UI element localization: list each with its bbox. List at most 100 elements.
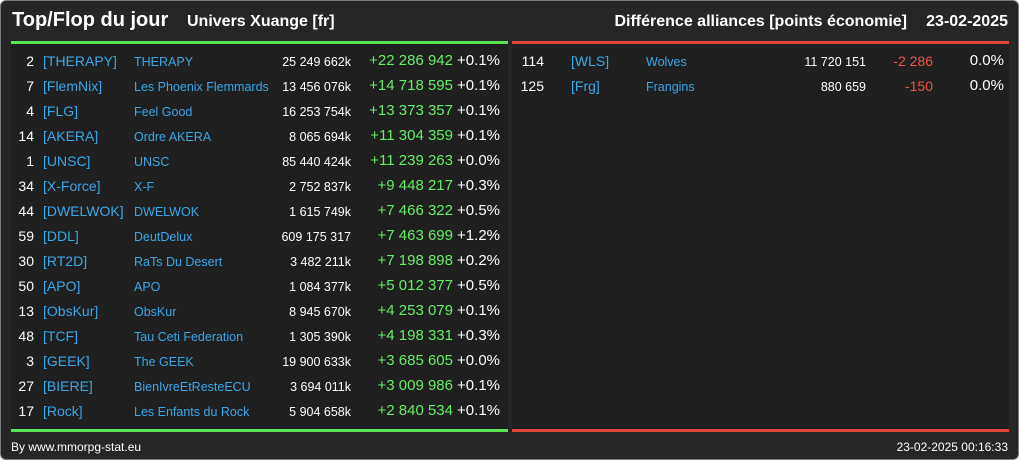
points-cell: 3 694 011k (290, 380, 351, 394)
percent-cell: +0.5% (457, 202, 500, 219)
percent-cell: 0.0% (969, 77, 1004, 94)
alliance-tag-link[interactable]: [APO] (43, 278, 81, 294)
rank-cell: 114 (521, 53, 544, 69)
table-row: 27 [BIERE] BienIvreEtResteECU 3 694 011k +3 … (11, 374, 508, 399)
percent-cell: +1.2% (457, 227, 500, 244)
universe-subtitle: Univers Xuange [fr] (187, 13, 335, 30)
alliance-tag-link[interactable]: [X-Force] (43, 178, 101, 194)
alliance-tag-link[interactable]: [WLS] (571, 53, 610, 69)
alliance-tag-link[interactable]: [FLG] (43, 103, 79, 119)
alliance-name-link[interactable]: Ordre AKERA (134, 130, 212, 144)
alliance-tag-link[interactable]: [FlemNix] (43, 78, 103, 94)
difference-cell: +4 198 331 (377, 327, 454, 344)
alliance-tag-link[interactable]: [ObsKur] (43, 303, 99, 319)
flop-panel: 114 [WLS] Wolves 11 720 151 -2 286 0.0% 125 [Fr… (512, 41, 1009, 432)
top-panel-bottom-bar (11, 429, 508, 432)
difference-cell: +9 448 217 (377, 177, 454, 194)
alliance-name-link[interactable]: Feel Good (134, 105, 193, 119)
alliance-name-link[interactable]: Frangins (646, 80, 695, 94)
rank-cell: 1 (26, 153, 34, 169)
rank-cell: 17 (18, 403, 34, 419)
difference-cell: +7 198 898 (377, 252, 454, 269)
alliance-name-link[interactable]: APO (134, 280, 161, 294)
difference-cell: +13 373 357 (369, 102, 453, 119)
rank-cell: 14 (18, 128, 34, 144)
alliance-name-link[interactable]: UNSC (134, 155, 170, 169)
rank-cell: 34 (18, 178, 34, 194)
difference-cell: +3 685 605 (377, 352, 454, 369)
difference-cell: +2 840 534 (377, 402, 454, 419)
percent-cell: +0.3% (457, 177, 500, 194)
difference-cell: +7 463 699 (377, 227, 454, 244)
alliance-name-link[interactable]: Les Phoenix Flemmards (134, 80, 269, 94)
rank-cell: 59 (18, 228, 34, 244)
alliance-name-link[interactable]: Les Enfants du Rock (134, 405, 250, 419)
rank-cell: 44 (18, 203, 34, 219)
alliance-tag-link[interactable]: [BIERE] (43, 378, 93, 394)
report-date: 23-02-2025 (926, 13, 1008, 30)
alliance-tag-link[interactable]: [AKERA] (43, 128, 99, 144)
alliance-name-link[interactable]: ObsKur (134, 305, 177, 319)
alliance-name-link[interactable]: The GEEK (134, 355, 194, 369)
percent-cell: +0.1% (457, 52, 500, 69)
footer-source[interactable]: By www.mmorpg-stat.eu (11, 440, 142, 454)
percent-cell: +0.3% (457, 327, 500, 344)
points-cell: 1 615 749k (289, 205, 351, 219)
alliance-name-link[interactable]: DeutDelux (134, 230, 193, 244)
points-cell: 5 904 658k (289, 405, 351, 419)
points-cell: 13 456 076k (282, 80, 351, 94)
table-row: 30 [RT2D] RaTs Du Desert 3 482 211k +7 198 8… (11, 249, 508, 274)
percent-cell: +0.1% (457, 377, 500, 394)
alliance-tag-link[interactable]: [DWELWOK] (43, 203, 124, 219)
difference-cell: +11 304 359 (370, 127, 453, 144)
percent-cell: +0.1% (457, 77, 500, 94)
flop-panel-top-bar (512, 41, 1009, 44)
table-row: 3 [GEEK] The GEEK 19 900 633k +3 685 605 +0.0… (11, 349, 508, 374)
points-cell: 11 720 151 (804, 55, 866, 69)
points-cell: 19 900 633k (282, 355, 351, 369)
table-row: 125 [Frg] Frangins 880 659 -150 0.0% (512, 74, 1009, 99)
rank-cell: 50 (18, 278, 34, 294)
top-panel-top-bar (11, 41, 508, 44)
difference-cell: +4 253 079 (377, 302, 454, 319)
points-cell: 880 659 (820, 80, 866, 94)
table-row: 13 [ObsKur] ObsKur 8 945 670k +4 253 079 +0.1… (11, 299, 508, 324)
points-cell: 8 065 694k (289, 130, 351, 144)
alliance-name-link[interactable]: X-F (134, 180, 155, 194)
alliance-tag-link[interactable]: [RT2D] (43, 253, 88, 269)
ranking-type-title: Différence alliances [points économie] (614, 13, 907, 30)
alliance-tag-link[interactable]: [Frg] (571, 78, 600, 94)
table-row: 50 [APO] APO 1 084 377k +5 012 377 +0.5% (11, 274, 508, 299)
points-cell: 609 175 317 (281, 230, 351, 244)
alliance-tag-link[interactable]: [Rock] (43, 403, 83, 419)
percent-cell: +0.1% (457, 402, 500, 419)
rank-cell: 3 (26, 353, 34, 369)
rank-cell: 7 (26, 78, 34, 94)
table-row: 48 [TCF] Tau Ceti Federation 1 305 390k +4 1… (11, 324, 508, 349)
difference-cell: +14 718 595 (369, 77, 453, 94)
table-row: 44 [DWELWOK] DWELWOK 1 615 749k +7 466 322 +0… (11, 199, 508, 224)
alliance-tag-link[interactable]: [UNSC] (43, 153, 91, 169)
table-row: 59 [DDL] DeutDelux 609 175 317 +7 463 699 +1.… (11, 224, 508, 249)
alliance-name-link[interactable]: Tau Ceti Federation (134, 330, 244, 344)
table-row: 1 [UNSC] UNSC 85 440 424k +11 239 263 +0.0% (11, 149, 508, 174)
rank-cell: 125 (520, 78, 544, 94)
alliance-name-link[interactable]: THERAPY (134, 55, 194, 69)
points-cell: 3 482 211k (290, 255, 351, 269)
alliance-tag-link[interactable]: [TCF] (43, 328, 78, 344)
alliance-tag-link[interactable]: [DDL] (43, 228, 79, 244)
difference-cell: +7 466 322 (377, 202, 454, 219)
percent-cell: +0.1% (457, 302, 500, 319)
alliance-name-link[interactable]: Wolves (646, 55, 687, 69)
alliance-name-link[interactable]: DWELWOK (134, 205, 200, 219)
rank-cell: 48 (18, 328, 34, 344)
flop-panel-bottom-bar (512, 429, 1009, 432)
alliance-name-link[interactable]: BienIvreEtResteECU (134, 380, 251, 394)
alliance-tag-link[interactable]: [THERAPY] (43, 53, 117, 69)
alliance-name-link[interactable]: RaTs Du Desert (134, 255, 223, 269)
rank-cell: 4 (26, 103, 34, 119)
difference-cell: +22 286 942 (369, 52, 453, 69)
table-row: 4 [FLG] Feel Good 16 253 754k +13 373 357 +0.… (11, 99, 508, 124)
alliance-tag-link[interactable]: [GEEK] (43, 353, 90, 369)
